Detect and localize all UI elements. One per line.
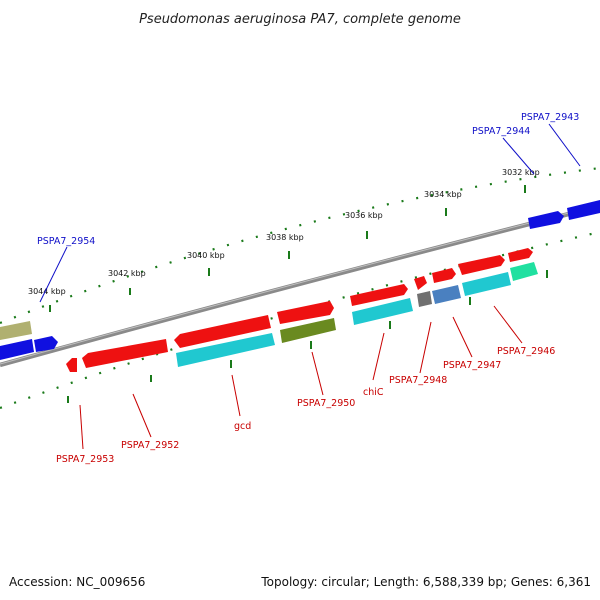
label-gcd: gcd xyxy=(234,421,251,432)
gene-PSPA7_2947 xyxy=(432,285,461,304)
tick-label-3032: 3032 kbp xyxy=(502,168,540,177)
gene-small-red-right xyxy=(508,248,533,262)
reverse-genes xyxy=(66,262,538,372)
label-PSPA7_2943: PSPA7_2943 xyxy=(521,112,579,123)
gene-PSPA7_2946 xyxy=(462,272,511,296)
gene-PSPA7_2948-fwd xyxy=(414,276,427,290)
gene-PSPA7_2950-fwd xyxy=(277,301,334,324)
label-PSPA7_2950: PSPA7_2950 xyxy=(297,398,355,409)
label-PSPA7_2953: PSPA7_2953 xyxy=(56,454,114,465)
genome-backbone xyxy=(0,203,600,368)
label-leaders-blue xyxy=(39,123,581,303)
gene-PSPA7_2952 xyxy=(82,339,168,368)
outer-scale-ring xyxy=(0,166,600,325)
gene-chiC-fwd xyxy=(350,284,408,306)
accession-text: Accession: NC_009656 xyxy=(9,575,145,589)
gene-PSPA7_2954-arrow xyxy=(0,321,32,340)
label-chiC: chiC xyxy=(363,387,384,398)
tick-label-3042: 3042 kbp xyxy=(108,269,146,278)
topology-summary: Topology: circular; Length: 6,588,339 bp… xyxy=(260,575,591,589)
gene-mint-right xyxy=(510,262,538,281)
gene-PSPA7_2950 xyxy=(280,318,336,343)
label-PSPA7_2946: PSPA7_2946 xyxy=(497,346,555,357)
forward-genes xyxy=(0,200,600,360)
label-PSPA7_2952: PSPA7_2952 xyxy=(121,440,179,451)
label-PSPA7_2944: PSPA7_2944 xyxy=(472,126,530,137)
gene-chiC xyxy=(352,298,413,325)
label-PSPA7_2947: PSPA7_2947 xyxy=(443,360,501,371)
label-leaders xyxy=(79,305,523,450)
gene-blue-left-1 xyxy=(0,339,34,360)
gene-PSPA7_2944 xyxy=(528,211,564,229)
gene-PSPA7_2948 xyxy=(417,291,432,307)
label-PSPA7_2954: PSPA7_2954 xyxy=(37,236,95,247)
map-title: Pseudomonas aeruginosa PA7, complete gen… xyxy=(139,12,461,27)
tick-label-3036: 3036 kbp xyxy=(345,211,383,220)
gene-gcd xyxy=(176,333,275,367)
inner-major-ticks xyxy=(67,270,548,403)
gene-PSPA7_2943 xyxy=(567,200,600,220)
outer-major-ticks xyxy=(49,185,526,312)
tick-label-3040: 3040 kbp xyxy=(187,251,225,260)
gene-PSPA7_2953 xyxy=(66,358,77,372)
gene-blue-left-2 xyxy=(34,336,58,352)
gene-PSPA7_2947-fwd xyxy=(432,268,456,283)
gene-gcd-red xyxy=(174,315,271,348)
tick-label-3038: 3038 kbp xyxy=(266,233,304,242)
tick-label-3034: 3034 kbp xyxy=(424,190,462,199)
gene-PSPA7_2946-fwd xyxy=(458,255,505,275)
tick-label-3044: 3044 kbp xyxy=(28,287,66,296)
label-PSPA7_2948: PSPA7_2948 xyxy=(389,375,447,386)
